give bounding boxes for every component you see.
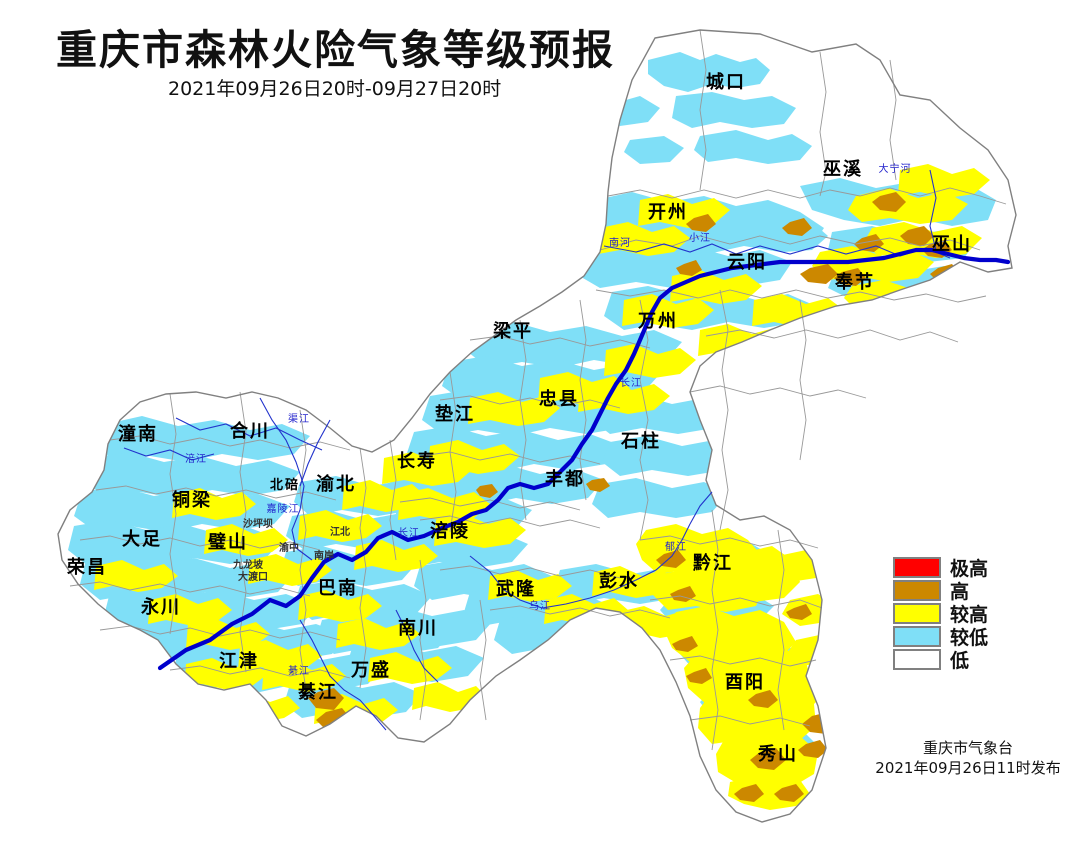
subdistrict-label: 渝中 — [279, 541, 299, 554]
district-label: 开州 — [648, 202, 688, 223]
district-label: 铜梁 — [172, 489, 212, 511]
district-label: 涪陵 — [430, 520, 470, 542]
district-label: 合川 — [230, 420, 270, 442]
subdistrict-label: 九龙坡 — [232, 558, 264, 571]
district-label: 忠县 — [539, 389, 579, 410]
legend-swatch-3 — [893, 626, 941, 647]
district-label: 巫山 — [932, 234, 972, 255]
legend-swatch-2 — [893, 603, 941, 624]
legend-swatch-4 — [893, 649, 941, 670]
district-label: 石柱 — [620, 430, 661, 452]
page-title: 重庆市森林火险气象等级预报 — [56, 26, 615, 74]
credit-issue-time: 2021年09月26日11时发布 — [875, 759, 1061, 777]
page-subtitle: 2021年09月26日20时-09月27日20时 — [168, 78, 502, 100]
district-label: 潼南 — [118, 423, 158, 445]
legend-label-0: 极高 — [950, 558, 989, 580]
legend-label-2: 较高 — [950, 604, 989, 626]
district-label: 渝北 — [316, 473, 356, 495]
district-label: 江津 — [219, 650, 259, 672]
river-label: 乌江 — [529, 599, 551, 612]
legend-row: 较高 — [893, 602, 1063, 626]
district-label: 秀山 — [757, 744, 798, 765]
subdistrict-label: 大渡口 — [238, 570, 268, 583]
river-label: 涪江 — [185, 452, 207, 465]
legend-row: 较低 — [893, 625, 1063, 649]
district-label: 彭水 — [599, 570, 639, 592]
county-borders — [69, 29, 1007, 751]
credit-agency: 重庆市气象台 — [922, 739, 1013, 757]
credit-block: 重庆市气象台 2021年09月26日11时发布 — [862, 738, 1074, 778]
legend-label-4: 低 — [950, 650, 970, 672]
river-label: 渠江 — [288, 413, 310, 425]
river-label: 小江 — [689, 232, 711, 244]
district-label: 城口 — [706, 71, 746, 93]
legend-row: 低 — [893, 648, 1063, 672]
river-label: 郁江 — [665, 540, 687, 553]
district-label: 梁平 — [492, 320, 533, 342]
subdistrict-label: 江北 — [330, 525, 350, 538]
legend-swatch-1 — [893, 580, 941, 601]
district-label: 长寿 — [397, 450, 437, 472]
subdistrict-label: 沙坪坝 — [243, 517, 273, 530]
district-label: 黔江 — [693, 552, 733, 574]
district-label: 垫江 — [435, 403, 475, 425]
river-label: 长江 — [620, 377, 642, 389]
legend-row: 高 — [893, 579, 1063, 603]
district-label: 永川 — [140, 596, 181, 618]
district-label: 武隆 — [496, 578, 536, 600]
district-label: 丰都 — [545, 468, 585, 490]
subdistrict-label: 南岸 — [314, 549, 334, 562]
river-label: 南河 — [609, 236, 631, 249]
district-label: 南川 — [398, 617, 438, 639]
yangtze-river — [157, 247, 1011, 671]
district-label: 綦江 — [298, 682, 338, 703]
legend-row: 极高 — [893, 556, 1063, 580]
risk-legend: 极高 高 较高 较低 低 — [893, 556, 1063, 672]
district-label: 大足 — [122, 528, 162, 550]
district-label: 巴南 — [318, 577, 358, 599]
district-label: 巫溪 — [823, 159, 863, 180]
chongqing-boundary — [57, 29, 1017, 823]
river-label: 綦江 — [288, 664, 310, 677]
district-label: 奉节 — [834, 271, 875, 293]
district-label: 万盛 — [350, 659, 391, 681]
legend-label-3: 较低 — [950, 627, 989, 649]
district-label: 酉阳 — [725, 672, 765, 693]
legend-label-1: 高 — [950, 581, 970, 603]
river-label: 嘉陵江 — [267, 502, 300, 515]
district-label: 云阳 — [727, 252, 767, 273]
river-label: 长江 — [398, 527, 420, 539]
district-label: 荣昌 — [66, 556, 107, 578]
legend-swatch-0 — [893, 557, 941, 578]
river-label: 大宁河 — [879, 162, 912, 175]
district-label: 万州 — [637, 311, 678, 332]
district-label: 北碚 — [270, 477, 300, 493]
district-label: 璧山 — [208, 531, 248, 553]
